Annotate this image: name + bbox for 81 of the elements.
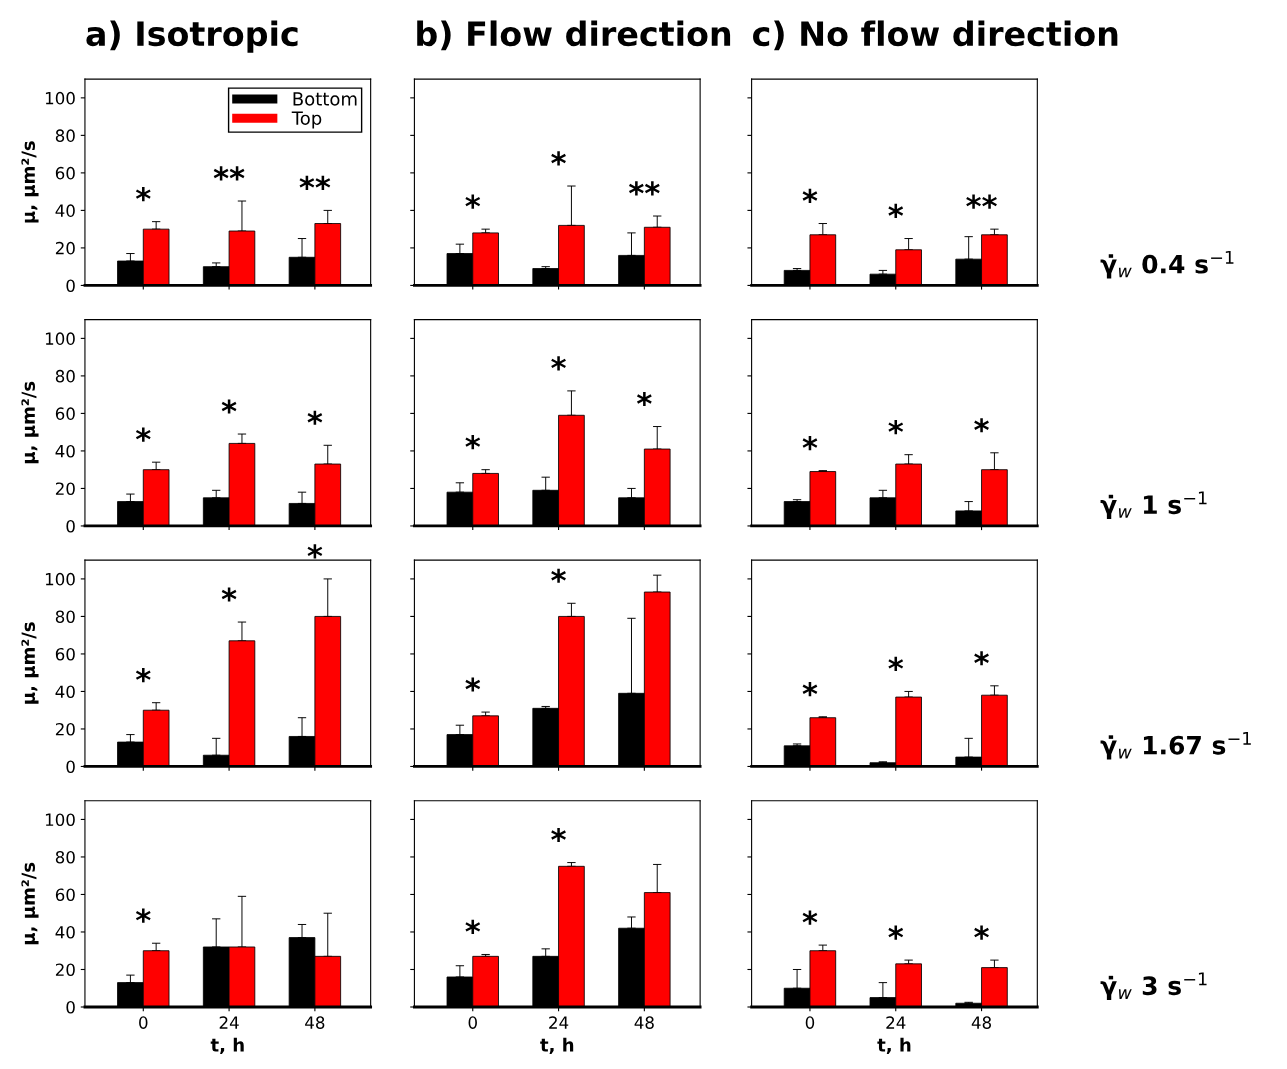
chart-title: c) No flow direction bbox=[753, 20, 1118, 51]
y-tick-label: 60 bbox=[55, 888, 75, 902]
y-axis-title: μ, μm²/s bbox=[21, 622, 39, 704]
annotation: * bbox=[221, 399, 237, 414]
y-tick-label: 100 bbox=[45, 91, 75, 105]
x-tick-label: 0 bbox=[139, 1016, 148, 1029]
y-tick-label: 0 bbox=[66, 1000, 75, 1014]
annotation: * bbox=[135, 427, 151, 442]
x-tick-label: 48 bbox=[634, 1016, 654, 1029]
y2-axis-title: γ̇$_{w}$ 3 s$^{−1}$ bbox=[1100, 972, 1207, 1001]
annotation: * bbox=[465, 677, 481, 692]
annotation: * bbox=[551, 568, 566, 583]
annotation: * bbox=[802, 188, 818, 204]
y2-axis-title: γ̇$_{w}$ 1.67 s$^{−1}$ bbox=[1100, 731, 1251, 760]
annotation: * bbox=[636, 391, 652, 407]
annotation: * bbox=[802, 682, 818, 697]
y-tick-label: 40 bbox=[55, 204, 75, 217]
y-tick-label: 60 bbox=[55, 647, 75, 661]
x-tick-label: 48 bbox=[971, 1016, 992, 1029]
y2-axis-title: γ̇$_{w}$ 1 s$^{−1}$ bbox=[1100, 491, 1207, 519]
annotation: * bbox=[888, 925, 904, 940]
annotation: ** bbox=[213, 166, 245, 181]
annotation: * bbox=[802, 910, 818, 925]
annotation: * bbox=[307, 410, 323, 425]
y-tick-label: 0 bbox=[66, 760, 75, 774]
y-tick-label: 0 bbox=[66, 519, 75, 533]
annotation: * bbox=[551, 356, 566, 371]
annotation: * bbox=[974, 925, 989, 940]
y-axis-title: μ, μm²/s bbox=[21, 381, 39, 464]
y-tick-label: 80 bbox=[55, 369, 75, 383]
text: * bbox=[307, 544, 323, 559]
annotation: * bbox=[221, 587, 237, 602]
x-tick-label: 24 bbox=[549, 1016, 569, 1029]
annotation: * bbox=[551, 827, 566, 843]
y-tick-label: 20 bbox=[55, 482, 75, 495]
x-tick-label: 0 bbox=[468, 1016, 477, 1029]
y-axis-title: μ, μm²/s bbox=[21, 862, 39, 945]
annotation: * bbox=[888, 203, 904, 219]
x-tick-label: 0 bbox=[805, 1016, 815, 1029]
x-tick-label: 24 bbox=[219, 1016, 239, 1029]
annotation: * bbox=[974, 651, 989, 666]
y2-axis-title: γ̇$_{w}$ 0.4 s$^{−1}$ bbox=[1100, 250, 1234, 279]
y-tick-label: 100 bbox=[45, 572, 75, 586]
x-tick-label: 24 bbox=[886, 1016, 906, 1029]
annotation: * bbox=[135, 668, 151, 683]
y-tick-label: 100 bbox=[45, 332, 75, 345]
y-tick-label: 20 bbox=[55, 963, 75, 977]
y-tick-label: 20 bbox=[55, 722, 75, 736]
x-axis-title: t, h bbox=[210, 1037, 244, 1054]
annotation: * bbox=[888, 656, 904, 671]
y-tick-label: 40 bbox=[55, 444, 75, 458]
annotation: * bbox=[888, 420, 904, 435]
annotation: * bbox=[551, 151, 566, 166]
legend-label: Bottom bbox=[293, 92, 357, 106]
annotation: ** bbox=[628, 181, 660, 196]
x-tick-label: 48 bbox=[305, 1016, 325, 1029]
x-axis-title: t, h bbox=[877, 1037, 911, 1054]
y-tick-label: 80 bbox=[55, 850, 75, 864]
legend-label: Top bbox=[291, 111, 322, 129]
annotation: * bbox=[974, 418, 989, 433]
annotation: ** bbox=[966, 194, 997, 209]
chart-title: b) Flow direction bbox=[417, 20, 731, 51]
y-tick-label: 100 bbox=[45, 813, 75, 827]
annotation: * bbox=[135, 186, 151, 202]
y-axis-title: μ, μm²/s bbox=[21, 141, 39, 223]
annotation: * bbox=[802, 435, 818, 451]
y-tick-label: 0 bbox=[66, 279, 75, 292]
y-tick-label: 40 bbox=[55, 685, 75, 699]
y-tick-label: 60 bbox=[55, 166, 75, 180]
annotation: * bbox=[465, 194, 481, 209]
annotation: * bbox=[465, 919, 481, 935]
y-tick-label: 40 bbox=[55, 925, 75, 939]
annotation: ** bbox=[299, 175, 331, 190]
chart-title: a) Isotropic bbox=[86, 20, 298, 53]
annotation: * bbox=[135, 908, 151, 923]
y-tick-label: 20 bbox=[55, 241, 75, 255]
y-tick-label: 80 bbox=[55, 129, 75, 142]
x-axis-title: t, h bbox=[540, 1037, 574, 1054]
y-tick-label: 60 bbox=[55, 407, 75, 420]
annotation: * bbox=[465, 435, 481, 450]
y-tick-label: 80 bbox=[55, 610, 75, 623]
